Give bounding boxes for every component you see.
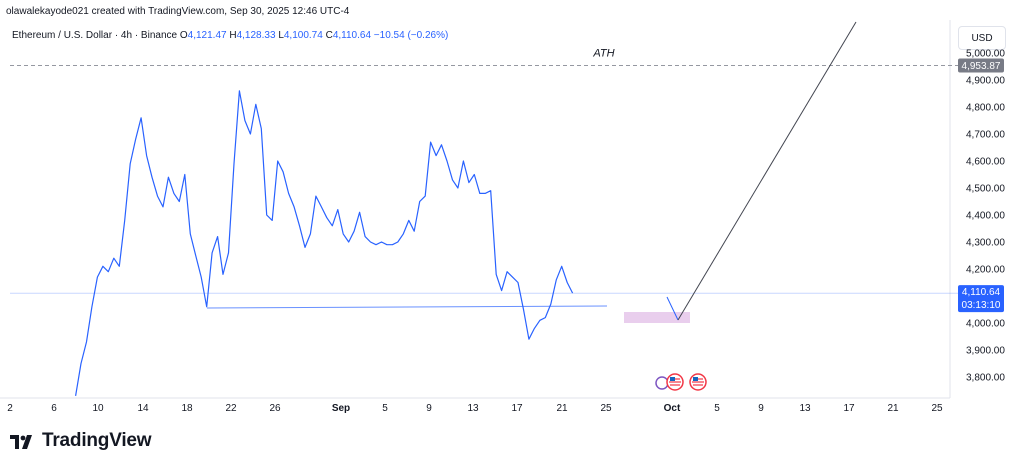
x-tick-label: 26 <box>269 403 281 414</box>
x-tick-label: 14 <box>137 403 149 414</box>
brand-name: TradingView <box>42 430 152 451</box>
x-tick-label: 17 <box>843 403 855 414</box>
demand-zone[interactable] <box>624 312 690 323</box>
symbol-legend: Ethereum / U.S. Dollar · 4h · Binance O4… <box>12 30 448 41</box>
y-tick-label: 4,700.00 <box>966 130 1005 141</box>
x-tick-label: 17 <box>511 403 523 414</box>
support-line[interactable] <box>206 305 608 309</box>
x-tick-label: 13 <box>799 403 811 414</box>
open-value: 4,121.47 <box>187 30 227 41</box>
low-value: 4,100.74 <box>283 30 323 41</box>
x-tick-label: 18 <box>181 403 193 414</box>
x-tick-label: 25 <box>931 403 943 414</box>
ath-price-text: 4,953.87 <box>962 61 1001 72</box>
x-tick-label: 2 <box>7 403 13 414</box>
ath-price-tag <box>958 58 1004 73</box>
currency-button[interactable]: USD <box>958 26 1006 50</box>
event-markers[interactable] <box>655 373 707 391</box>
x-tick-label: 9 <box>426 403 432 414</box>
y-tick-label: 3,800.00 <box>966 373 1005 384</box>
projection-drop-line[interactable] <box>666 296 679 321</box>
x-tick-label: 21 <box>887 403 899 414</box>
close-label: C <box>325 30 333 41</box>
us-flag-icon[interactable] <box>666 373 684 391</box>
current-price-tag <box>958 285 1004 313</box>
y-tick-label: 5,000.00 <box>966 49 1005 60</box>
y-tick-label: 4,500.00 <box>966 184 1005 195</box>
x-tick-label: 6 <box>51 403 57 414</box>
y-tick-label: 4,800.00 <box>966 103 1005 114</box>
low-label: L <box>278 30 284 41</box>
x-tick-label: 25 <box>600 403 612 414</box>
tradingview-logo-icon <box>10 435 32 449</box>
symbol-name[interactable]: Ethereum / U.S. Dollar · 4h · Binance <box>12 30 178 41</box>
x-tick-label: Oct <box>664 403 681 414</box>
y-tick-label: 4,400.00 <box>966 211 1005 222</box>
x-tick-label: 22 <box>225 403 237 414</box>
projection-rise-line[interactable] <box>677 21 857 321</box>
x-tick-label: 5 <box>382 403 388 414</box>
price-series <box>75 90 574 396</box>
open-label: O <box>179 30 188 41</box>
y-tick-label: 4,600.00 <box>966 157 1005 168</box>
attribution-text: olawalekayode021 created with TradingVie… <box>6 6 350 17</box>
x-tick-label: 9 <box>758 403 764 414</box>
x-tick-label: 10 <box>92 403 104 414</box>
tradingview-logo[interactable]: TradingView <box>10 430 152 452</box>
x-tick-label: 13 <box>467 403 479 414</box>
high-label: H <box>229 30 237 41</box>
x-tick-label: 5 <box>714 403 720 414</box>
x-tick-label: Sep <box>332 403 350 414</box>
current-price-text: 4,110.64 <box>962 287 1001 298</box>
y-tick-label: 3,900.00 <box>966 346 1005 357</box>
us-flag-icon-2[interactable] <box>689 373 707 391</box>
y-tick-label: 4,300.00 <box>966 238 1005 249</box>
y-tick-label: 4,900.00 <box>966 76 1005 87</box>
ath-label: ATH <box>592 47 614 59</box>
y-tick-label: 4,000.00 <box>966 319 1005 330</box>
event-icon[interactable] <box>655 376 669 390</box>
change-value: −10.54 (−0.26%) <box>373 30 449 41</box>
x-tick-label: 21 <box>556 403 568 414</box>
close-value: 4,110.64 <box>332 30 372 41</box>
bar-countdown-text: 03:13:10 <box>962 300 1001 311</box>
y-tick-label: 4,200.00 <box>966 265 1005 276</box>
high-value: 4,128.33 <box>236 30 276 41</box>
